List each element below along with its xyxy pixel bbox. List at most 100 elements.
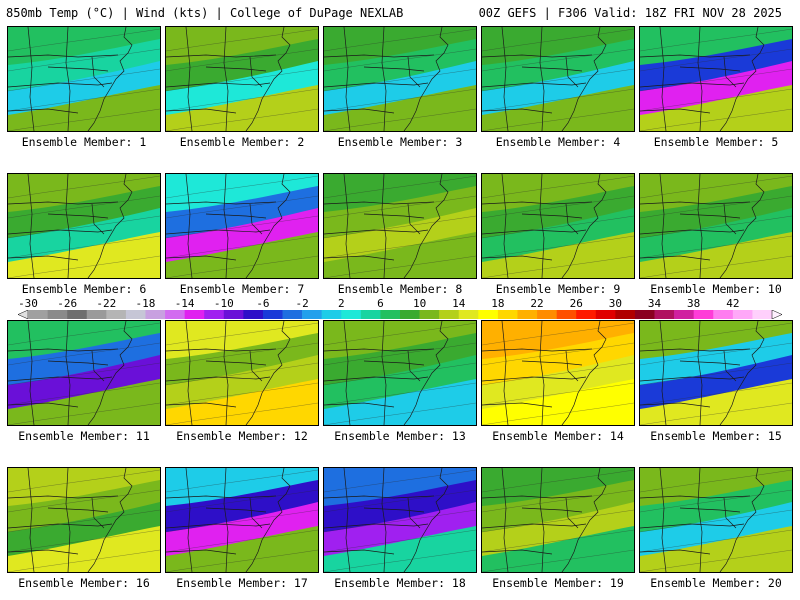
wind-streamline [166,489,318,513]
map-boundary-line [640,495,751,499]
ensemble-map-panel [481,467,635,573]
wind-streamline [482,108,634,131]
map-boundary-line [697,468,703,572]
colorbar-segment [125,310,146,319]
map-boundary-line [205,213,267,219]
map-boundary-line [166,201,277,205]
colorbar-tick-label: 18 [491,297,505,310]
map-boundary-line [47,66,109,72]
map-boundary-line [166,229,271,235]
map-boundary-line [166,549,237,555]
map-boundary-line [640,549,711,555]
map-boundary-line [27,174,35,278]
ensemble-member-caption: Ensemble Member: 17 [176,576,308,590]
map-boundary-line [223,321,229,425]
colorbar-tick-label: 14 [452,297,466,310]
wind-streamline [324,255,476,278]
ensemble-map-panel [481,173,635,279]
colorbar-tick-label: -2 [295,297,309,310]
map-boundary-line [723,203,737,235]
map-boundary-line [407,350,421,382]
map-boundary-line [166,376,271,382]
map-boundary-line [407,203,421,235]
colorbar-tick-label: -14 [174,297,195,310]
map-boundary-line [185,27,193,131]
map-boundary-line [482,495,593,499]
ensemble-member-caption: Ensemble Member: 18 [334,576,466,590]
wind-streamline [324,195,476,219]
map-boundary-line [697,27,703,131]
map-boundary-line [659,468,667,572]
ensemble-map-panel [7,26,161,132]
colorbar-tick-label: -18 [135,297,156,310]
wind-streamline [166,28,318,52]
colorbar-segment [713,310,734,319]
map-boundary-line [565,203,579,235]
map-boundary-line [8,82,113,88]
map-boundary-line [91,497,105,529]
map-boundary-line [324,376,429,382]
wind-streamline [640,88,792,112]
temperature-map [166,27,318,131]
map-boundary-line [659,27,667,131]
wind-streamline [8,489,160,513]
wind-streamline [8,382,160,406]
temperature-map [640,468,792,572]
colorbar-tick-label: -26 [57,297,78,310]
wind-streamline [8,402,160,425]
map-boundary-line [27,321,35,425]
wind-streamline [640,255,792,278]
temperature-map [482,27,634,131]
ensemble-map-panel [323,173,477,279]
map-boundary-line [640,348,751,352]
map-boundary-line [640,376,745,382]
ensemble-map-panel [165,320,319,426]
map-boundary-line [47,213,109,219]
map-boundary-line [723,56,737,88]
ensemble-map-panel [7,320,161,426]
wind-streamline [324,402,476,425]
map-boundary-line [501,27,509,131]
colorbar-segment [204,310,225,319]
colorbar-tick-label: -6 [256,297,270,310]
temp-band [640,174,792,212]
temperature-map [8,468,160,572]
colorbar-labels: -30 -26 -22 -18 -14 -10 -6 -2 2 6 10 14 18 22 26 30 34 38… [0,297,800,310]
map-boundary-line [324,108,395,114]
wind-streamline [324,382,476,406]
colorbar-tick-label: 10 [412,297,427,310]
wind-streamline [8,342,160,366]
wind-streamline [324,108,476,131]
map-boundary-line [565,497,579,529]
wind-streamline [482,509,634,533]
map-boundary-line [8,54,119,58]
map-boundary-line [565,350,579,382]
colorbar-segment [67,310,88,319]
ensemble-member-caption: Ensemble Member: 12 [176,429,308,443]
wind-streamline [324,469,476,493]
wind-streamline [640,509,792,533]
colorbar-segment [732,310,753,319]
map-boundary-line [679,66,741,72]
wind-streamline [166,362,318,386]
map-boundary-line [565,56,579,88]
temp-band [8,174,160,212]
map-boundary-line [697,321,703,425]
temp-band [8,321,160,359]
temp-band [166,468,318,506]
map-boundary-line [679,213,741,219]
header-title: 850mb Temp (°C) | Wind (kts) | College o… [6,6,404,20]
header: 850mb Temp (°C) | Wind (kts) | College o… [0,0,800,24]
map-boundary-line [482,348,593,352]
ensemble-member-caption: Ensemble Member: 2 [179,135,305,149]
map-boundary-line [65,468,71,572]
ensemble-member-caption: Ensemble Member: 7 [179,282,305,296]
temp-band [8,27,160,65]
wind-streamline [166,382,318,406]
wind-streamline [482,195,634,219]
colorbar-segment [47,310,68,319]
ensemble-member-caption: Ensemble Member: 15 [650,429,782,443]
wind-streamline [640,68,792,92]
colorbar-segment [595,310,616,319]
colorbar-segment [615,310,636,319]
